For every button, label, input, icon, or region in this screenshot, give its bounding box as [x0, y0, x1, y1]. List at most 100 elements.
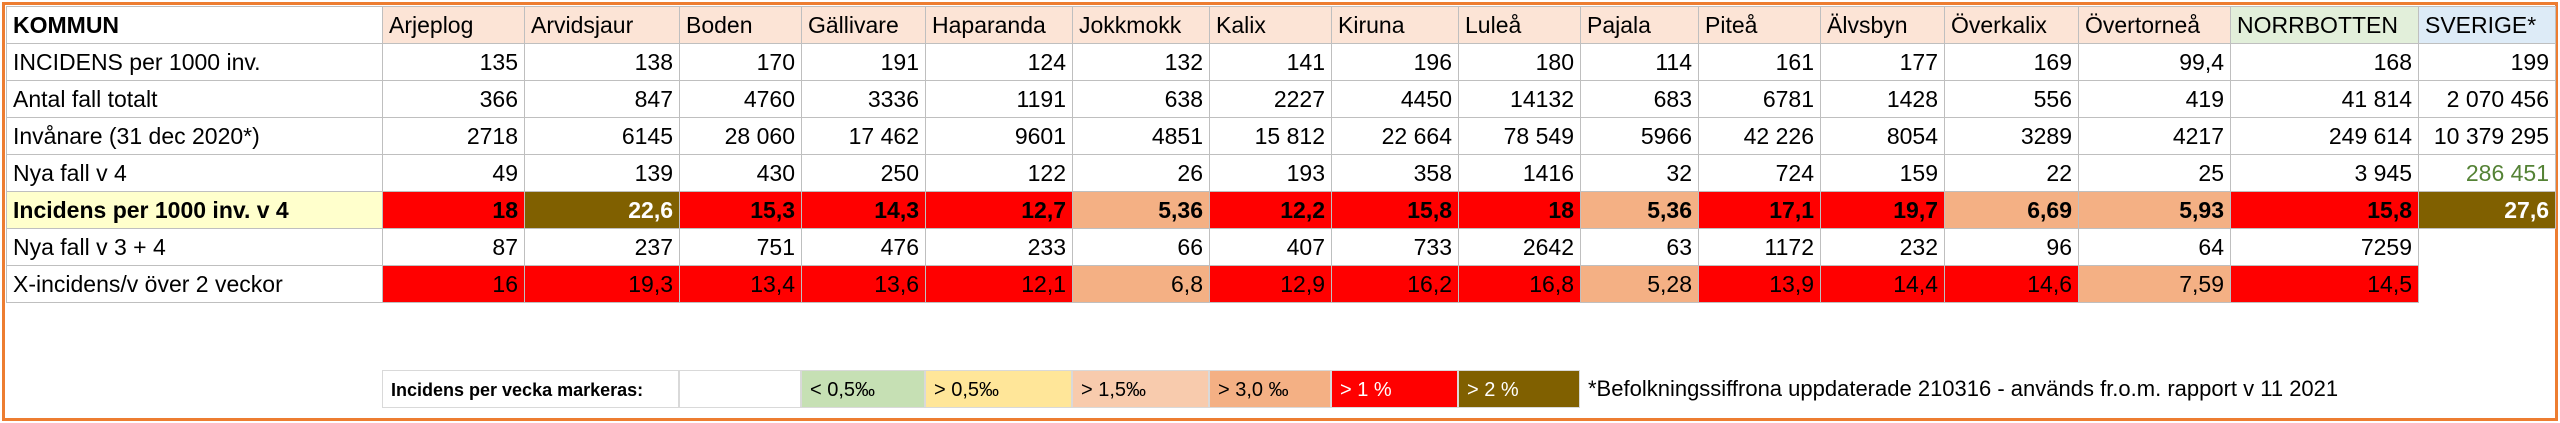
cell: 193: [1209, 154, 1332, 192]
cell: 63: [1580, 228, 1699, 266]
cell: 14,6: [1944, 265, 2079, 303]
table-row: Nya fall v 3 + 4 87 237 751 476 233 66 407 733 26…: [6, 228, 2556, 266]
cell: 14,4: [1820, 265, 1945, 303]
cell: 12,1: [925, 265, 1073, 303]
cell: 5,36: [1580, 191, 1699, 229]
cell: 141: [1209, 43, 1332, 81]
cell: 2718: [382, 117, 525, 155]
empty-cell: [2419, 229, 2556, 266]
cell: 6781: [1698, 80, 1821, 118]
cell: 286 451: [2418, 154, 2556, 192]
cell: 4760: [679, 80, 802, 118]
cell: 237: [524, 228, 680, 266]
row-label: Invånare (31 dec 2020*): [6, 117, 383, 155]
cell: 2227: [1209, 80, 1332, 118]
header-cell: Överkalix: [1944, 6, 2079, 44]
cell: 132: [1072, 43, 1210, 81]
cell: 19,3: [524, 265, 680, 303]
table-row: Incidens per 1000 inv. v 4 18 22,6 15,3 14,3…: [6, 191, 2556, 229]
cell: 15,8: [2230, 191, 2419, 229]
cell: 1172: [1698, 228, 1821, 266]
cell: 168: [2230, 43, 2419, 81]
cell: 13,6: [801, 265, 926, 303]
cell: 14,3: [801, 191, 926, 229]
cell: 199: [2418, 43, 2556, 81]
cell: 3336: [801, 80, 926, 118]
table-row: INCIDENS per 1000 inv. 135 138 170 191 124 132…: [6, 43, 2556, 81]
cell: 15,3: [679, 191, 802, 229]
header-cell: Haparanda: [925, 6, 1073, 44]
cell: 114: [1580, 43, 1699, 81]
cell: 5,93: [2078, 191, 2231, 229]
cell: 7,59: [2078, 265, 2231, 303]
cell: 14132: [1458, 80, 1581, 118]
cell: 18: [382, 191, 525, 229]
cell: 847: [524, 80, 680, 118]
cell: 26: [1072, 154, 1210, 192]
cell: 6,8: [1072, 265, 1210, 303]
header-cell: Gällivare: [801, 6, 926, 44]
row-label: Antal fall totalt: [6, 80, 383, 118]
cell: 22,6: [524, 191, 680, 229]
cell: 25: [2078, 154, 2231, 192]
row-label: INCIDENS per 1000 inv.: [6, 43, 383, 81]
cell: 250: [801, 154, 926, 192]
cell: 5,36: [1072, 191, 1210, 229]
header-cell: Arvidsjaur: [524, 6, 680, 44]
footnote: *Befolkningssiffrona uppdaterade 210316 …: [1588, 376, 2339, 401]
cell: 16,8: [1458, 265, 1581, 303]
cell: 6,69: [1944, 191, 2079, 229]
cell: 4217: [2078, 117, 2231, 155]
cell: 683: [1580, 80, 1699, 118]
legend-item: < 0,5‰: [801, 370, 925, 408]
cell: 16,2: [1331, 265, 1459, 303]
cell: 18: [1458, 191, 1581, 229]
cell: 7259: [2230, 228, 2419, 266]
legend-title: Incidens per vecka markeras:: [382, 370, 679, 408]
legend-item: > 2 %: [1458, 370, 1580, 408]
cell: 170: [679, 43, 802, 81]
cell: 3289: [1944, 117, 2079, 155]
table-row: Nya fall v 4 49 139 430 250 122 26 193 358 1416 32…: [6, 154, 2556, 192]
table-row: X-incidens/v över 2 veckor 16 19,3 13,4 13,6…: [6, 265, 2556, 303]
cell: 66: [1072, 228, 1210, 266]
row-label: X-incidens/v över 2 veckor: [6, 265, 383, 303]
header-cell: Kiruna: [1331, 6, 1459, 44]
cell: 138: [524, 43, 680, 81]
legend-item: > 0,5‰: [925, 370, 1072, 408]
cell: 4851: [1072, 117, 1210, 155]
cell: 13,9: [1698, 265, 1821, 303]
cell: 16: [382, 265, 525, 303]
cell: 407: [1209, 228, 1332, 266]
header-cell: Kalix: [1209, 6, 1332, 44]
cell: 169: [1944, 43, 2079, 81]
cell: 733: [1331, 228, 1459, 266]
cell: 99,4: [2078, 43, 2231, 81]
cell: 180: [1458, 43, 1581, 81]
cell: 78 549: [1458, 117, 1581, 155]
cell: 6145: [524, 117, 680, 155]
cell: 2 070 456: [2418, 80, 2556, 118]
legend-item: > 1 %: [1331, 370, 1458, 408]
header-row: KOMMUN Arjeplog Arvidsjaur Boden Gällivare Ha…: [6, 6, 2556, 44]
cell: 28 060: [679, 117, 802, 155]
cell: 42 226: [1698, 117, 1821, 155]
cell: 15 812: [1209, 117, 1332, 155]
cell: 17,1: [1698, 191, 1821, 229]
cell: 17 462: [801, 117, 926, 155]
cell: 122: [925, 154, 1073, 192]
legend-item: > 1,5‰: [1072, 370, 1209, 408]
data-table: KOMMUN Arjeplog Arvidsjaur Boden Gällivare Ha…: [6, 6, 2556, 303]
cell: 19,7: [1820, 191, 1945, 229]
cell: 139: [524, 154, 680, 192]
empty-cell: [2419, 266, 2556, 303]
cell: 476: [801, 228, 926, 266]
cell: 12,9: [1209, 265, 1332, 303]
cell: 638: [1072, 80, 1210, 118]
cell: 161: [1698, 43, 1821, 81]
cell: 556: [1944, 80, 2079, 118]
cell: 27,6: [2418, 191, 2556, 229]
header-cell: Älvsbyn: [1820, 6, 1945, 44]
